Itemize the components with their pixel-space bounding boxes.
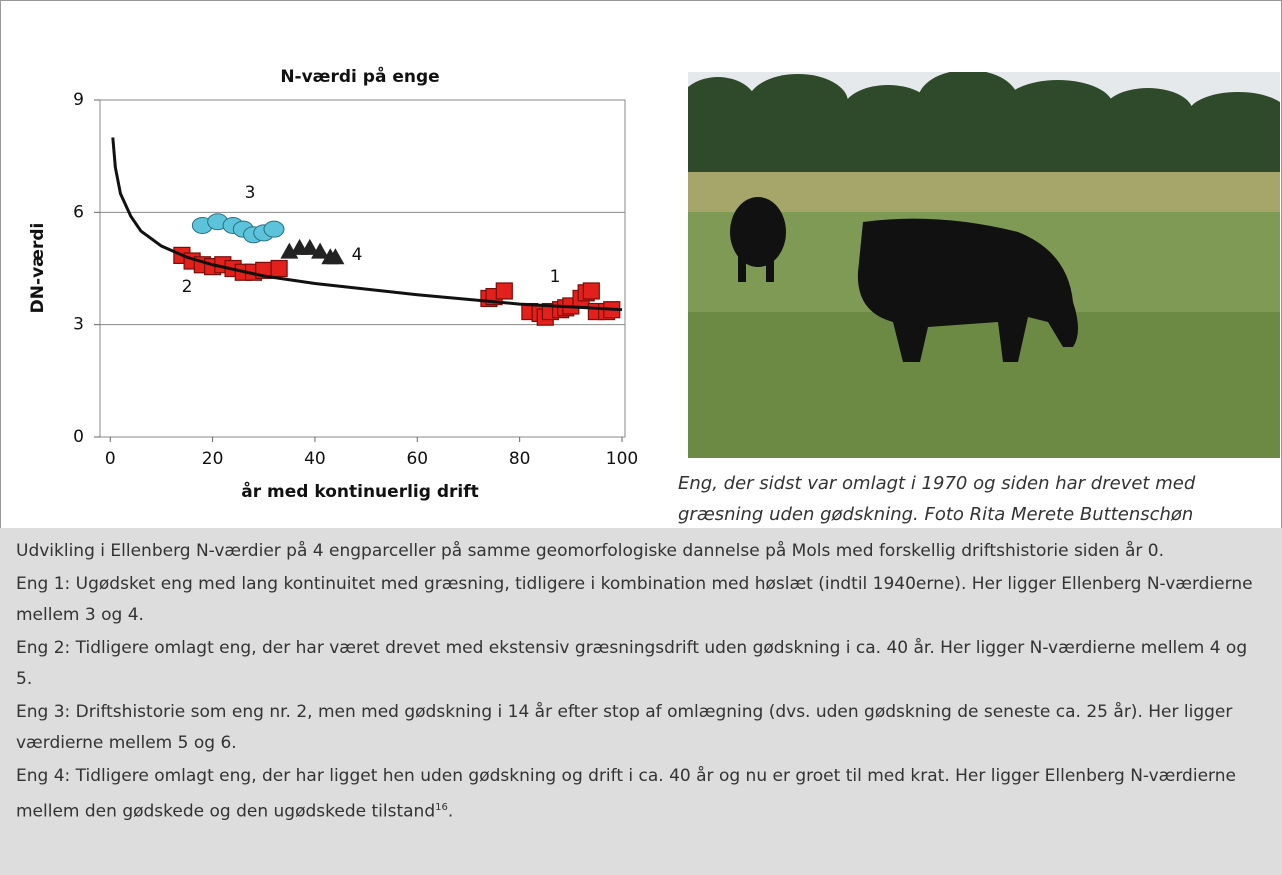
x-tick-label: 100	[606, 449, 638, 469]
photo-grass-far	[688, 172, 1280, 212]
x-tick-label: 20	[202, 449, 224, 469]
paragraph-text: Eng 4: Tidligere omlagt eng, der har lig…	[16, 766, 1236, 822]
y-axis-label: DN-værdi	[28, 223, 48, 314]
paragraph: Eng 1: Ugødsket eng med lang kontinuitet…	[16, 574, 1253, 625]
x-tick-label: 0	[105, 449, 116, 469]
point	[311, 242, 330, 259]
footnote-ref: 16	[435, 802, 448, 813]
point	[582, 282, 600, 300]
paragraph: Eng 3: Driftshistorie som eng nr. 2, men…	[16, 702, 1233, 753]
caption-line: græsning uden gødskning. Foto Rita Meret…	[678, 504, 1194, 525]
paragraph-end: .	[447, 801, 454, 822]
x-tick-label: 80	[509, 449, 531, 469]
x-axis-label: år med kontinuerlig drift	[241, 480, 478, 502]
y-tick-label: 6	[73, 202, 84, 222]
plot-area	[99, 99, 626, 438]
series-label: 2	[182, 277, 193, 297]
x-tick-label: 60	[406, 449, 428, 469]
point	[263, 220, 285, 238]
photo-cows	[730, 197, 1078, 362]
paragraph: Eng 4: Tidligere omlagt eng, der har lig…	[16, 761, 1266, 828]
x-tick-label: 40	[304, 449, 326, 469]
series-label: 4	[352, 245, 363, 265]
paragraph: Udvikling i Ellenberg N-værdier på 4 eng…	[16, 541, 1164, 561]
chart: N-værdi på enge år med kontinuerlig drif…	[28, 65, 638, 502]
photo-caption: Eng, der sidst var omlagt i 1970 og side…	[678, 468, 1195, 530]
y-tick-label: 3	[73, 315, 84, 335]
y-tick-label: 9	[73, 90, 84, 110]
caption-line: Eng, der sidst var omlagt i 1970 og side…	[678, 473, 1196, 494]
point	[300, 238, 319, 255]
fit-curve	[111, 137, 623, 312]
paragraph: Eng 2: Tidligere omlagt eng, der har vær…	[16, 638, 1248, 689]
point	[270, 259, 288, 278]
point	[495, 282, 513, 300]
series-label: 1	[550, 267, 561, 287]
photo	[688, 72, 1280, 458]
series-label: 3	[245, 183, 256, 203]
point	[326, 248, 345, 265]
text-box: Udvikling i Ellenberg N-værdier på 4 eng…	[0, 528, 1282, 875]
y-tick-label: 0	[73, 427, 84, 447]
photo-grass-near	[688, 312, 1280, 458]
photo-trees	[688, 72, 1280, 177]
chart-title: N-værdi på enge	[280, 65, 439, 87]
